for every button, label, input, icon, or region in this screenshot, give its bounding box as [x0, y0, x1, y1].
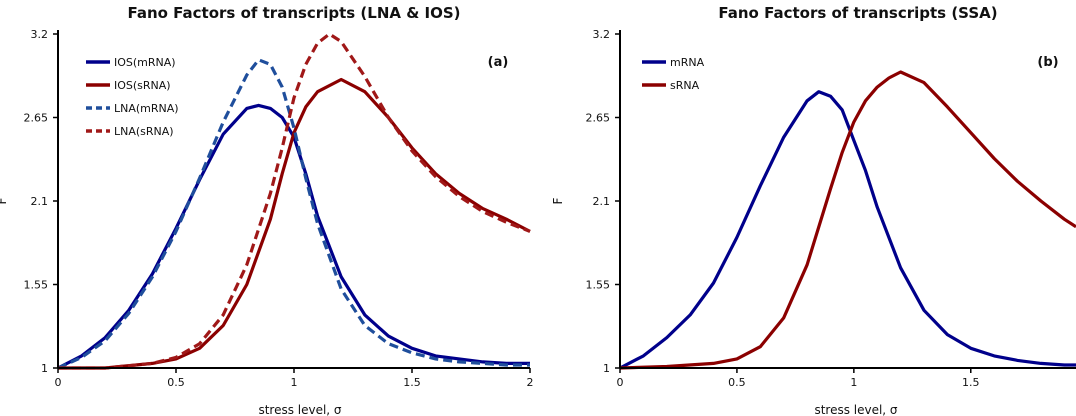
legend-label: sRNA	[670, 79, 700, 92]
x-tick-label: 1	[850, 376, 857, 389]
chart-title: Fano Factors of transcripts (LNA & IOS)	[127, 4, 460, 22]
panel-label: (b)	[1037, 55, 1058, 70]
series-line-lna-srna	[58, 32, 531, 370]
y-tick-label: 2.1	[31, 195, 49, 208]
y-tick-label: 2.65	[586, 112, 611, 125]
y-tick-label: 3.2	[593, 28, 611, 41]
legend-label: IOS(mRNA)	[114, 56, 176, 69]
y-tick-label: 1	[603, 362, 610, 375]
x-tick-label: 0	[617, 376, 624, 389]
legend-label: LNA(sRNA)	[114, 125, 174, 138]
series-line-lna-mrna	[58, 58, 530, 370]
legend-label: mRNA	[670, 56, 705, 69]
legend: mRNA sRNA	[642, 56, 705, 92]
x-tick-label: 1.5	[962, 376, 980, 389]
series-line-mrna	[620, 90, 1076, 370]
y-axis-label: F	[551, 197, 565, 204]
chart-title: Fano Factors of transcripts (SSA)	[718, 4, 997, 22]
legend: IOS(mRNA) IOS(sRNA) LNA(mRNA) LNA(sRNA)	[86, 56, 179, 138]
series-line-srna	[620, 70, 1076, 370]
y-tick-label: 1.55	[586, 279, 611, 292]
x-tick-label: 1	[291, 376, 298, 389]
y-tick-label: 3.2	[31, 28, 49, 41]
legend-label: IOS(sRNA)	[114, 79, 171, 92]
x-tick-label: 1.5	[403, 376, 421, 389]
y-tick-label: 2.1	[593, 195, 611, 208]
series-line-ios-mrna	[58, 103, 530, 370]
x-tick-label: 0	[55, 376, 62, 389]
y-tick-label: 1.55	[24, 279, 49, 292]
x-tick-label: 2	[527, 376, 534, 389]
x-axis-label: stress level, σ	[814, 403, 897, 416]
y-tick-label: 1	[41, 362, 48, 375]
series-line-ios-srna	[58, 77, 531, 370]
y-axis-label: F	[0, 197, 9, 204]
x-axis-label: stress level, σ	[258, 403, 341, 416]
chart-panel-a: Fano Factors of transcripts (LNA & IOS) 1…	[0, 4, 534, 416]
x-tick-label: 0.5	[167, 376, 185, 389]
chart-panel-b: Fano Factors of transcripts (SSA) 1 1.55 2.…	[551, 4, 1076, 416]
panel-label: (a)	[488, 55, 509, 70]
y-tick-label: 2.65	[24, 112, 49, 125]
legend-label: LNA(mRNA)	[114, 102, 179, 115]
x-tick-label: 0.5	[728, 376, 746, 389]
